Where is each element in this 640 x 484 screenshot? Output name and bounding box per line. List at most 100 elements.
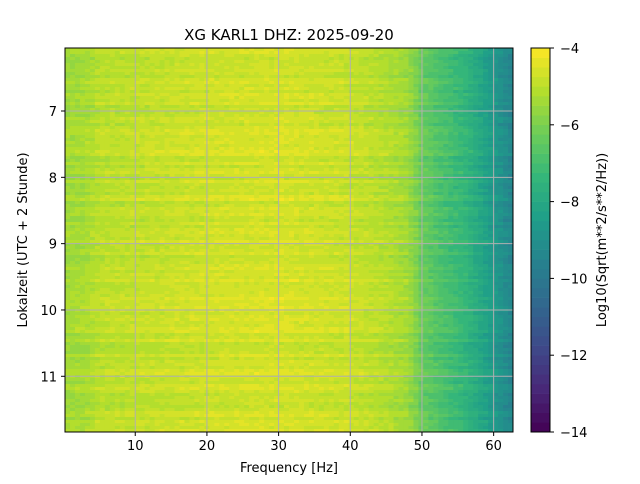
heatmap-cell	[328, 123, 335, 127]
heatmap-cell	[209, 138, 215, 142]
heatmap-cell	[169, 168, 175, 172]
heatmap-cell	[164, 117, 170, 121]
heatmap-cell	[313, 171, 320, 175]
heatmap-cell	[308, 54, 315, 58]
heatmap-cell	[149, 96, 155, 100]
heatmap-cell	[199, 120, 205, 124]
heatmap-cell	[179, 120, 185, 124]
heatmap-cell	[453, 195, 459, 199]
heatmap-cell	[338, 60, 345, 64]
heatmap-cell	[318, 153, 325, 157]
heatmap-cell	[323, 57, 330, 61]
heatmap-cell	[298, 87, 305, 91]
heatmap-cell	[293, 60, 300, 64]
heatmap-cell	[65, 51, 71, 55]
heatmap-cell	[438, 189, 444, 193]
heatmap-cell	[269, 177, 275, 181]
heatmap-cell	[293, 201, 300, 205]
heatmap-cell	[343, 63, 350, 67]
heatmap-cell	[279, 51, 285, 55]
heatmap-cell	[219, 192, 225, 196]
heatmap-cell	[274, 60, 280, 64]
heatmap-cell	[65, 198, 71, 202]
heatmap-cell	[109, 129, 116, 133]
heatmap-cell	[383, 186, 389, 190]
heatmap-cell	[134, 51, 141, 55]
heatmap-cell	[343, 165, 350, 169]
heatmap-cell	[65, 69, 71, 73]
heatmap-cell	[144, 81, 151, 85]
heatmap-cell	[343, 177, 350, 181]
heatmap-cell	[438, 183, 444, 187]
heatmap-cell	[164, 93, 170, 97]
heatmap-cell	[199, 159, 205, 163]
heatmap-cell	[154, 195, 160, 199]
heatmap-cell	[69, 69, 76, 73]
heatmap-cell	[224, 135, 230, 139]
heatmap-cell	[164, 105, 170, 109]
heatmap-cell	[149, 126, 155, 130]
heatmap-cell	[179, 60, 185, 64]
heatmap-cell	[333, 105, 340, 109]
heatmap-cell	[373, 48, 379, 52]
heatmap-cell	[383, 138, 389, 142]
heatmap-cell	[293, 90, 300, 94]
heatmap-cell	[388, 108, 394, 112]
heatmap-cell	[318, 54, 325, 58]
heatmap-cell	[159, 183, 165, 187]
heatmap-cell	[333, 48, 340, 52]
heatmap-cell	[219, 156, 225, 160]
heatmap-cell	[448, 123, 454, 127]
heatmap-cell	[89, 132, 96, 136]
heatmap-cell	[508, 207, 514, 211]
heatmap-cell	[323, 72, 330, 76]
heatmap-cell	[413, 138, 419, 142]
heatmap-cell	[443, 87, 449, 91]
heatmap-cell	[298, 54, 305, 58]
heatmap-cell	[229, 168, 235, 172]
heatmap-cell	[438, 147, 444, 151]
heatmap-cell	[498, 75, 504, 79]
heatmap-cell	[498, 201, 504, 205]
heatmap-cell	[483, 102, 489, 106]
heatmap-cell	[179, 159, 185, 163]
heatmap-cell	[488, 198, 494, 202]
heatmap-cell	[293, 156, 300, 160]
heatmap-cell	[194, 105, 200, 109]
heatmap-cell	[303, 111, 310, 115]
heatmap-cell	[433, 168, 439, 172]
heatmap-cell	[298, 210, 305, 214]
heatmap-cell	[473, 195, 479, 199]
heatmap-cell	[259, 141, 265, 145]
heatmap-cell	[313, 99, 320, 103]
heatmap-cell	[269, 129, 275, 133]
heatmap-cell	[508, 153, 514, 157]
heatmap-cell	[443, 108, 449, 112]
heatmap-cell	[214, 189, 220, 193]
heatmap-cell	[289, 111, 295, 115]
heatmap-cell	[224, 120, 230, 124]
heatmap-cell	[94, 195, 101, 199]
heatmap-cell	[473, 150, 479, 154]
heatmap-cell	[214, 63, 220, 67]
heatmap-cell	[478, 147, 484, 151]
heatmap-cell	[154, 66, 160, 70]
heatmap-cell	[134, 84, 141, 88]
heatmap-cell	[164, 69, 170, 73]
heatmap-cell	[139, 159, 146, 163]
heatmap-cell	[343, 162, 350, 166]
heatmap-cell	[373, 171, 379, 175]
heatmap-cell	[473, 201, 479, 205]
heatmap-cell	[174, 213, 180, 217]
heatmap-cell	[179, 90, 185, 94]
heatmap-cell	[453, 189, 459, 193]
heatmap-cell	[423, 87, 429, 91]
heatmap-cell	[478, 150, 484, 154]
heatmap-cell	[378, 66, 384, 70]
heatmap-cell	[473, 105, 479, 109]
heatmap-cell	[453, 183, 459, 187]
heatmap-cell	[488, 168, 494, 172]
heatmap-cell	[358, 60, 365, 64]
heatmap-cell	[453, 99, 459, 103]
heatmap-cell	[104, 207, 111, 211]
